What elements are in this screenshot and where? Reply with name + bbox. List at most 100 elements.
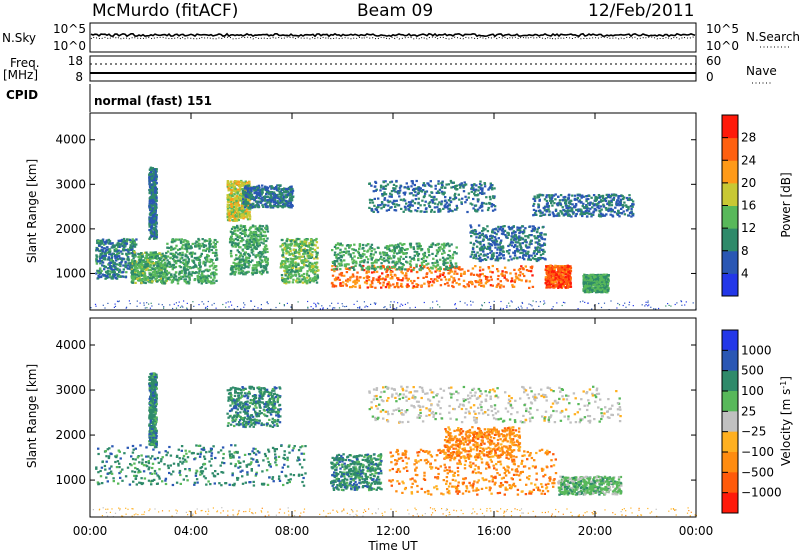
power-data-point (491, 195, 495, 198)
power-data-point (155, 168, 158, 171)
power-data-point (497, 246, 500, 249)
power-data-point (205, 255, 209, 259)
power-data-point (308, 279, 312, 283)
power-data-point (240, 268, 243, 271)
power-data-point (194, 245, 197, 248)
power-data-point (166, 250, 170, 253)
power-data-point (410, 185, 413, 188)
power-data-point (108, 251, 112, 254)
power-data-point (230, 227, 234, 230)
power-data-point (150, 269, 153, 272)
power-data-point (110, 256, 114, 259)
power-data-point (540, 236, 543, 239)
power-data-point (103, 247, 107, 250)
power-data-point (271, 186, 274, 189)
power-data-point (460, 202, 463, 205)
power-data-point (257, 205, 261, 209)
power-data-point (299, 269, 302, 273)
power-data-point (454, 267, 457, 270)
power-data-point (332, 283, 335, 287)
power-data-point (250, 195, 254, 198)
power-data-point (167, 276, 170, 279)
power-data-point (387, 204, 390, 207)
power-data-point (403, 199, 407, 202)
power-data-point (115, 254, 118, 257)
power-data-point (386, 265, 390, 268)
power-data-point (309, 256, 313, 259)
power-data-point (464, 286, 467, 289)
power-data-point (346, 280, 349, 283)
power-data-point (425, 275, 428, 278)
power-data-point (371, 264, 374, 267)
power-data-point (250, 188, 253, 191)
power-data-point (263, 259, 267, 262)
power-data-point (231, 197, 234, 200)
power-data-point (362, 264, 365, 268)
power-data-point (150, 168, 153, 171)
power-data-point (310, 262, 314, 266)
power-data-point (152, 215, 156, 218)
power-data-point (202, 270, 205, 273)
power-data-point (166, 242, 169, 245)
power-data-point (375, 258, 378, 261)
power-data-point (513, 252, 516, 255)
power-data-point (474, 265, 477, 268)
power-data-point (154, 193, 157, 196)
power-data-point (420, 248, 424, 251)
power-data-point (435, 249, 439, 252)
power-data-point (311, 277, 315, 280)
power-data-point (437, 210, 440, 213)
power-data-point (370, 243, 374, 246)
power-data-point (230, 205, 233, 208)
power-data-point (108, 273, 111, 276)
power-data-point (101, 261, 104, 264)
power-data-point (282, 255, 285, 258)
power-data-point (266, 237, 269, 240)
power-data-point (288, 187, 291, 190)
power-data-point (387, 261, 391, 264)
power-data-point (260, 227, 263, 230)
power-data-point (163, 261, 167, 264)
power-data-point (141, 272, 145, 275)
power-data-point (434, 265, 437, 268)
power-data-point (146, 278, 150, 281)
power-data-point (118, 245, 121, 248)
power-data-point (281, 280, 285, 283)
power-data-point (415, 179, 418, 183)
power-data-point (214, 239, 217, 242)
power-data-point (241, 196, 245, 199)
power-data-point (161, 252, 164, 255)
power-data-point (371, 201, 375, 204)
power-data-point (246, 218, 250, 221)
power-data-point (251, 235, 254, 238)
power-data-point (335, 247, 338, 250)
power-data-point (400, 270, 403, 274)
power-data-point (256, 239, 259, 242)
power-data-point (153, 210, 156, 213)
power-data-point (314, 244, 317, 247)
power-data-point (541, 226, 544, 229)
power-data-point (249, 230, 253, 233)
power-data-point (265, 195, 268, 198)
power-data-point (313, 248, 317, 251)
power-data-point (133, 260, 136, 263)
power-data-point (99, 262, 102, 265)
power-data-point (242, 217, 245, 220)
power-data-point (462, 190, 466, 193)
power-data-point (233, 217, 236, 220)
power-data-point (401, 243, 404, 246)
power-data-point (489, 275, 493, 278)
power-data-point (369, 255, 372, 258)
power-data-point (202, 276, 205, 279)
power-data-point (315, 266, 319, 269)
power-data-point (520, 279, 523, 282)
power-data-point (491, 264, 494, 268)
power-data-point (536, 230, 539, 233)
power-data-point (354, 279, 357, 282)
power-data-point (117, 251, 120, 254)
power-data-point (487, 267, 491, 270)
power-data-point (95, 262, 99, 265)
power-data-point (476, 210, 479, 213)
power-data-point (261, 269, 264, 272)
power-data-point (159, 264, 162, 267)
